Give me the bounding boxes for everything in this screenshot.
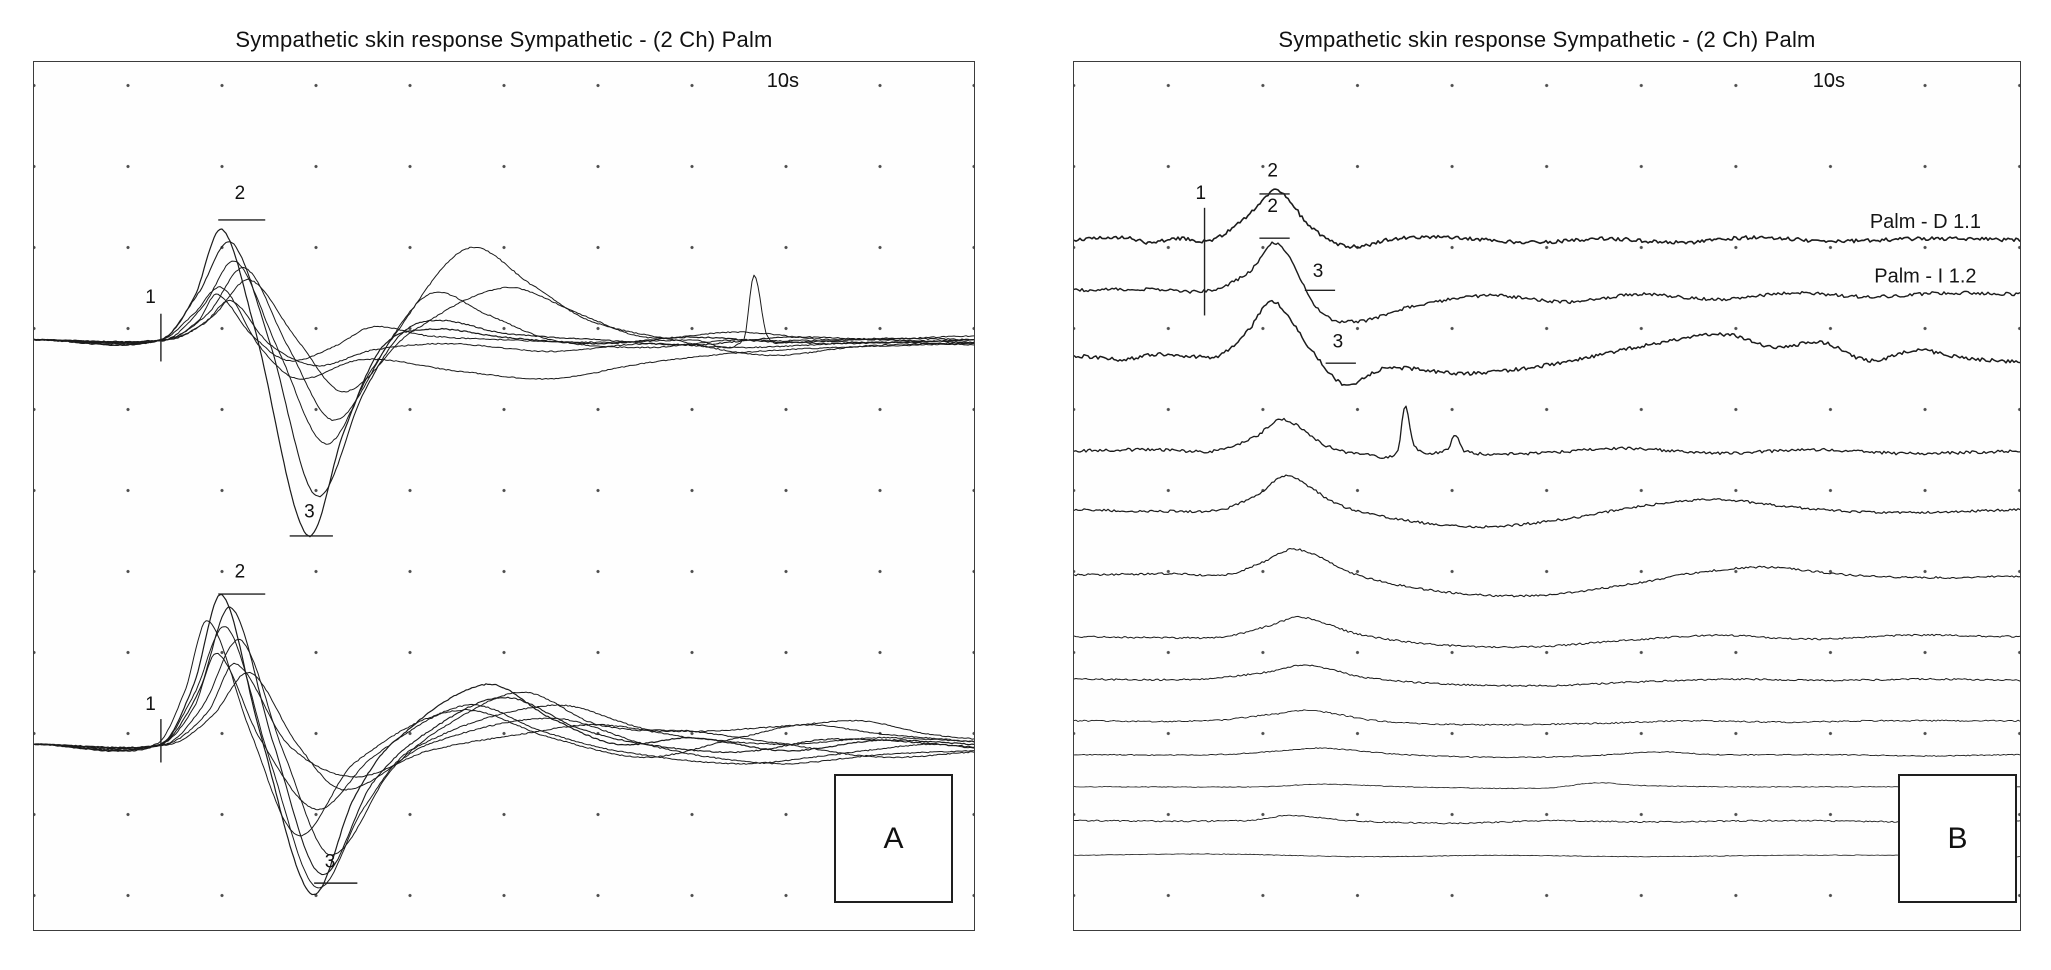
trace-ch1-sweep-2 xyxy=(34,241,974,498)
marker-label-4: 3 xyxy=(1313,261,1324,282)
trace-ch2-sweep-8 xyxy=(34,662,974,778)
panel-b: 1 2 2 3 3 Palm - D 1.1 Palm - I 1.2 10s B xyxy=(1073,61,2021,931)
trace-ch1-sweep-7 xyxy=(34,274,974,362)
panel-a-traces-svg: 1 2 3 1 2 3 xyxy=(34,183,974,896)
trace-sweep-9 xyxy=(1074,709,2020,726)
trace-sweep-11 xyxy=(1074,782,2020,790)
panel-b-plot-area: 1 2 2 3 3 Palm - D 1.1 Palm - I 1.2 10s B xyxy=(1074,62,2020,930)
trace-ch2-sweep-1 xyxy=(34,593,974,896)
trace-ch2-sweep-4 xyxy=(34,638,974,856)
panel-a-letter: A xyxy=(883,821,904,855)
panel-a-letter-box: A xyxy=(834,774,953,903)
trace-label-1: Palm - D 1.1 xyxy=(1870,211,1981,233)
trace-ch2-sweep-2 xyxy=(34,606,974,876)
panel-b-letter: B xyxy=(1947,821,1968,855)
trace-ch1-sweep-8 xyxy=(34,299,974,367)
marker-label-1: 1 xyxy=(145,287,156,308)
marker-label-5: 3 xyxy=(1333,331,1344,352)
trace-ch2-sweep-3 xyxy=(34,620,974,837)
trace-sweep-7 xyxy=(1074,615,2020,649)
panel-a-title: Sympathetic skin response Sympathetic - … xyxy=(235,27,773,52)
trace-ch1-sweep-3 xyxy=(34,260,974,445)
trace-ch2-sweep-6 xyxy=(34,671,974,791)
panel-a-plot-area: 1 2 3 1 2 3 10s A xyxy=(34,62,974,930)
panel-a: 1 2 3 1 2 3 10s A xyxy=(33,61,975,931)
panel-b-time-label: 10s xyxy=(1812,70,1845,92)
trace-ch1-sweep-4 xyxy=(34,246,974,421)
panel-b-title: Sympathetic skin response Sympathetic - … xyxy=(1278,27,1816,52)
marker-label-3: 2 xyxy=(1267,196,1278,217)
marker-label-5: 2 xyxy=(235,561,246,582)
trace-palm-d-1.1 xyxy=(1074,188,2020,249)
trace-ch1-sweep-1 xyxy=(34,228,974,538)
panel-a-time-label: 10s xyxy=(766,70,799,92)
trace-ch2-sweep-7 xyxy=(34,626,974,889)
marker-label-4: 1 xyxy=(145,694,156,715)
trace-label-2: Palm - I 1.2 xyxy=(1874,266,1976,288)
marker-label-2: 2 xyxy=(1267,160,1278,181)
trace-sweep-13 xyxy=(1074,853,2020,858)
trace-sweep-12 xyxy=(1074,814,2020,825)
marker-label-3: 3 xyxy=(304,502,315,523)
panel-b-traces-svg: 1 2 2 3 3 Palm - D 1.1 Palm - I 1.2 xyxy=(1074,160,2020,858)
trace-sweep-8 xyxy=(1074,664,2020,687)
marker-label-2: 2 xyxy=(235,183,246,204)
trace-sweep-5 xyxy=(1074,474,2020,529)
trace-sweep-4 xyxy=(1074,405,2020,459)
trace-palm-i-1.2 xyxy=(1074,241,2020,324)
marker-label-6: 3 xyxy=(325,851,336,872)
marker-label-1: 1 xyxy=(1195,183,1206,204)
trace-sweep-6 xyxy=(1074,547,2020,598)
trace-ch1-sweep-6 xyxy=(34,286,974,380)
panel-b-letter-box: B xyxy=(1898,774,2017,903)
trace-sweep-10 xyxy=(1074,747,2020,759)
trace-sweep-3 xyxy=(1074,299,2020,386)
